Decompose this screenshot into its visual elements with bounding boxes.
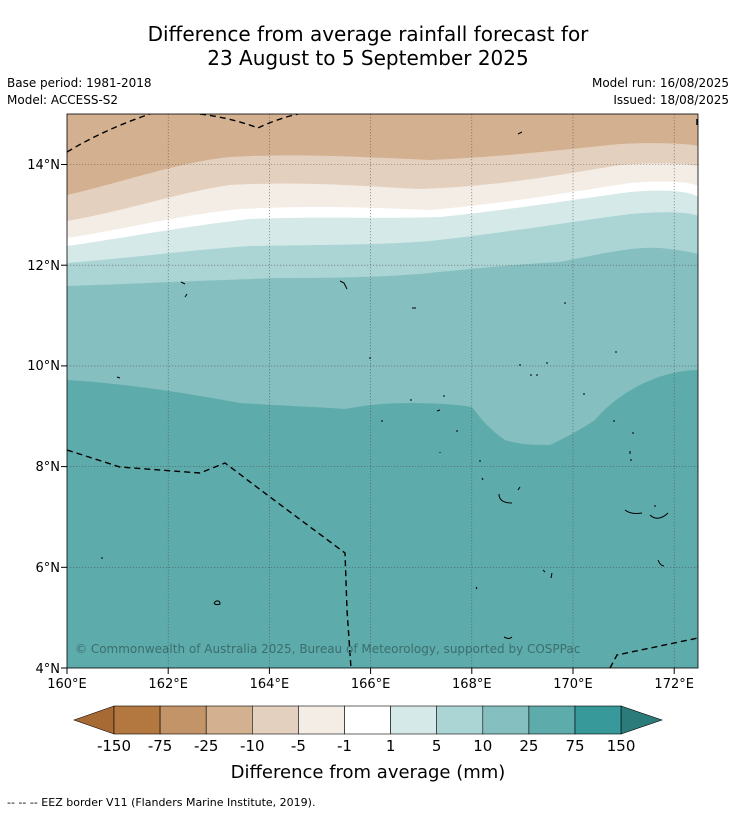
colorbar-swatch bbox=[390, 705, 438, 735]
colorbar-swatch bbox=[436, 705, 484, 735]
issued-date: Issued: 18/08/2025 bbox=[613, 93, 729, 107]
colorbar-swatch bbox=[528, 705, 576, 735]
base-period-info: Base period: 1981-2018 Model: ACCESS-S2 bbox=[7, 75, 152, 109]
colorbar-label: -5 bbox=[291, 737, 306, 755]
x-tick-label: 172°E bbox=[654, 677, 694, 692]
x-tick-label: 168°E bbox=[452, 677, 492, 692]
colorbar-high-extend bbox=[620, 705, 663, 735]
eez-legend-note: -- -- -- EEZ border V11 (Flanders Marine… bbox=[7, 796, 316, 809]
colorbar-label: -25 bbox=[194, 737, 219, 755]
islands bbox=[101, 131, 669, 639]
colorbar-swatch bbox=[298, 705, 345, 735]
y-tick-label: 6°N bbox=[36, 561, 61, 576]
base-period: Base period: 1981-2018 bbox=[7, 76, 152, 90]
eez-borders bbox=[67, 114, 698, 668]
title-line-2: 23 August to 5 September 2025 bbox=[207, 46, 529, 70]
y-tick-label: 14°N bbox=[27, 158, 60, 173]
y-tick-label: 8°N bbox=[36, 460, 61, 475]
colorbar-label: -150 bbox=[97, 737, 131, 755]
grid-lines bbox=[67, 114, 698, 668]
colorbar-swatch bbox=[252, 705, 299, 735]
colorbar-label: -10 bbox=[240, 737, 265, 755]
colorbar-low-extend bbox=[73, 705, 115, 735]
colorbar-label: -75 bbox=[148, 737, 173, 755]
colorbar-label: 5 bbox=[432, 737, 442, 755]
colorbar-label: -1 bbox=[337, 737, 352, 755]
x-tick-label: 166°E bbox=[351, 677, 391, 692]
colorbar-swatch bbox=[482, 705, 530, 735]
x-tick-label: 164°E bbox=[250, 677, 290, 692]
colorbar-swatch bbox=[574, 705, 622, 735]
x-tick-label: 162°E bbox=[148, 677, 188, 692]
y-tick-label: 12°N bbox=[27, 259, 60, 274]
colorbar-swatch bbox=[344, 705, 391, 735]
colorbar-label: 25 bbox=[519, 737, 538, 755]
y-tick-label: 10°N bbox=[27, 359, 60, 374]
x-tick-label: 160°E bbox=[47, 677, 87, 692]
y-axis: 4°N 6°N 8°N 10°N 12°N 14°N bbox=[27, 158, 67, 677]
colorbar-title: Difference from average (mm) bbox=[231, 762, 506, 783]
model-name: Model: ACCESS-S2 bbox=[7, 93, 119, 107]
colorbar: -150 -75 -25 -10 -5 -1 1 5 10 25 75 150 … bbox=[73, 705, 663, 783]
colorbar-label: 150 bbox=[607, 737, 636, 755]
colorbar-swatch bbox=[113, 705, 161, 735]
map-title: Difference from average rainfall forecas… bbox=[0, 22, 736, 70]
rainfall-map: © Commonwealth of Australia 2025, Bureau… bbox=[67, 114, 698, 668]
copyright-note: © Commonwealth of Australia 2025, Bureau… bbox=[75, 642, 580, 656]
model-run-info: Model run: 16/08/2025 Issued: 18/08/2025 bbox=[592, 75, 729, 109]
colorbar-swatch bbox=[159, 705, 207, 735]
colorbar-label: 75 bbox=[565, 737, 584, 755]
x-axis: 160°E 162°E 164°E 166°E 168°E 170°E 172°… bbox=[47, 668, 694, 692]
y-tick-label: 4°N bbox=[36, 662, 61, 677]
x-tick-label: 170°E bbox=[553, 677, 593, 692]
colorbar-swatch bbox=[205, 705, 253, 735]
colorbar-label: 1 bbox=[386, 737, 396, 755]
band-pos25 bbox=[67, 370, 698, 668]
colorbar-label: 10 bbox=[473, 737, 492, 755]
map-frame bbox=[66, 113, 699, 669]
title-line-1: Difference from average rainfall forecas… bbox=[147, 22, 589, 46]
model-run: Model run: 16/08/2025 bbox=[591, 76, 729, 90]
